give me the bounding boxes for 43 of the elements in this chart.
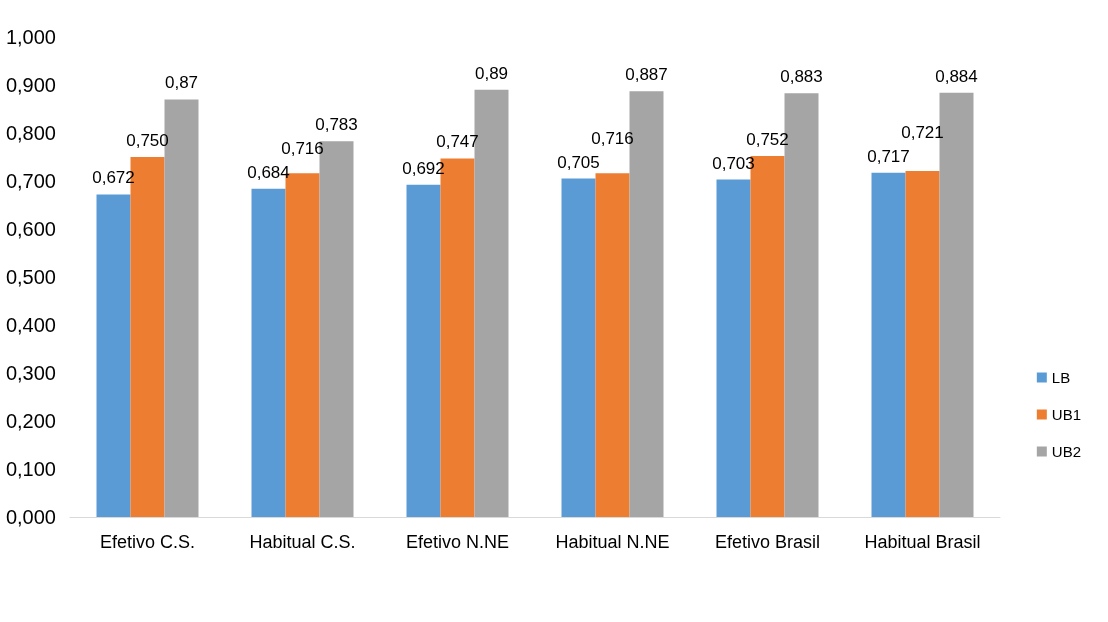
bar [406, 184, 441, 517]
bar [561, 178, 596, 517]
data-label: 0,747 [436, 132, 479, 152]
data-label: 0,716 [281, 138, 324, 158]
bar [905, 170, 940, 517]
legend-label: UB1 [1051, 406, 1082, 423]
y-tick-label: 0,300 [5, 362, 56, 384]
data-label: 0,717 [867, 146, 910, 166]
bar [96, 194, 131, 517]
data-label: 0,750 [126, 131, 169, 150]
y-tick-label: 0,500 [5, 266, 56, 288]
x-tick-label: Habitual C.S. [249, 532, 356, 552]
data-label: 0,87 [164, 73, 199, 93]
bar [251, 188, 286, 517]
data-label: 0,883 [780, 67, 823, 87]
bar [716, 179, 751, 517]
legend-label: UB2 [1051, 443, 1082, 460]
x-tick-label: Efetivo N.NE [405, 532, 510, 552]
y-tick-label: 0,100 [5, 458, 56, 480]
data-label: 0,716 [591, 128, 634, 148]
bar [871, 172, 906, 517]
data-label: 0,887 [625, 65, 668, 85]
legend-label: LB [1051, 369, 1071, 386]
x-tick-label: Habitual N.NE [555, 532, 670, 552]
data-label: 0,783 [315, 114, 358, 134]
y-tick-label: 0,400 [5, 314, 56, 336]
y-tick-label: 0,600 [5, 218, 56, 240]
y-tick-label: 1,000 [5, 26, 56, 48]
y-tick-label: 0,800 [5, 122, 56, 144]
y-tick-label: 0,200 [5, 410, 56, 432]
x-tick-label: Habitual Brasil [864, 532, 981, 552]
bar [595, 173, 630, 517]
data-label: 0,884 [935, 66, 978, 86]
y-tick-label: 0,900 [5, 74, 56, 96]
data-label: 0,89 [474, 63, 509, 83]
data-label: 0,721 [901, 122, 944, 142]
x-tick-label: Efetivo C.S. [99, 532, 196, 552]
data-label: 0,705 [557, 152, 600, 172]
data-label: 0,752 [746, 129, 789, 149]
y-tick-label: 0,700 [5, 170, 56, 192]
data-label: 0,684 [247, 162, 290, 182]
y-tick-label: 0,000 [5, 506, 56, 528]
x-tick-label: Efetivo Brasil [714, 532, 821, 552]
